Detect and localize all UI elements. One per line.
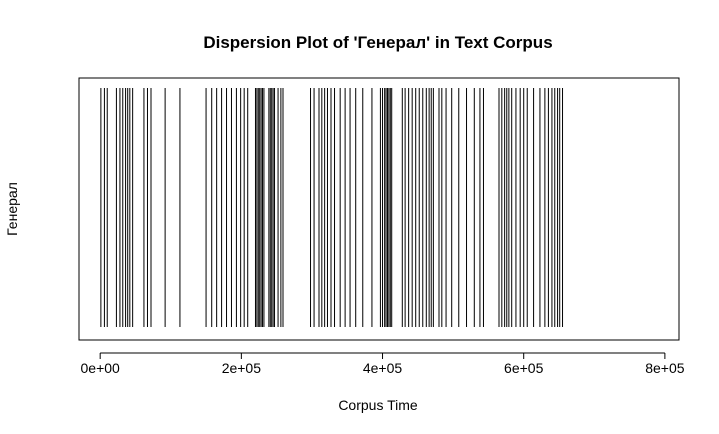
x-tick-label-2: 4e+05 <box>363 360 403 376</box>
plot-box <box>78 77 680 341</box>
x-tick-label-0: 0e+00 <box>81 360 121 376</box>
x-tick-label-4: 8e+05 <box>645 360 685 376</box>
x-tick-label-1: 2e+05 <box>222 360 262 376</box>
chart-title: Dispersion Plot of 'Генерал' in Text Cor… <box>203 33 552 52</box>
y-axis-label: Генерал <box>4 182 20 236</box>
occurrence-marks <box>100 88 564 327</box>
x-tick-label-3: 6e+05 <box>504 360 544 376</box>
x-axis: 0e+00 2e+05 4e+05 6e+05 8e+05 <box>81 352 685 376</box>
x-axis-label: Corpus Time <box>338 397 418 413</box>
